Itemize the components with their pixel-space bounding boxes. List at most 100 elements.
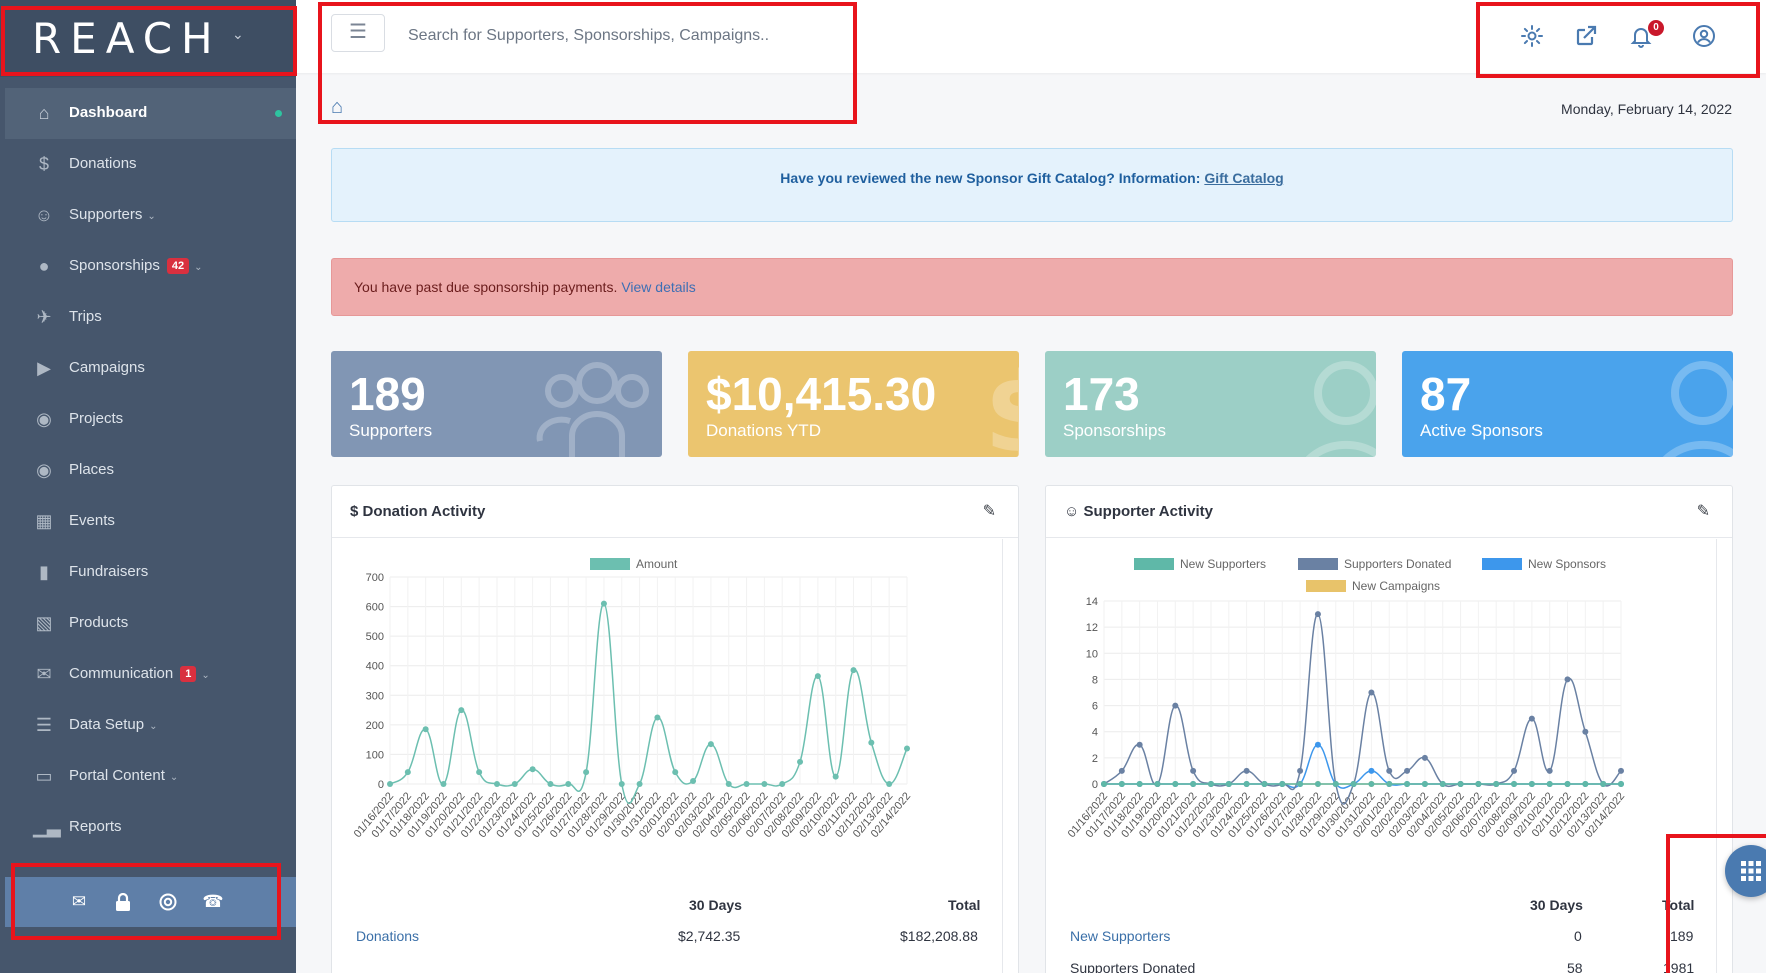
user-circle-icon[interactable]: [1690, 22, 1718, 50]
data-point: [1511, 767, 1518, 774]
dollar-icon: $: [984, 361, 1019, 457]
sidebar-item-communication[interactable]: ✉ Communication 1 ⌄: [5, 649, 296, 700]
bar-chart-icon: ▁▃: [33, 817, 61, 837]
data-point: [904, 745, 910, 752]
info-alert-text-wrap: Have you reviewed the new Sponsor Gift C…: [332, 170, 1732, 186]
sidebar-item-portal-content[interactable]: ▭ Portal Content ⌄: [5, 751, 296, 802]
stat-label: Supporters: [349, 421, 433, 440]
home-icon[interactable]: ⌂: [331, 96, 344, 118]
info-alert-text: Have you reviewed the new Sponsor Gift C…: [780, 170, 1201, 186]
data-point: [814, 673, 821, 680]
users-icon: ☺: [34, 205, 54, 225]
data-point: [1421, 754, 1428, 761]
danger-alert-text: You have past due sponsorship payments.: [354, 279, 618, 295]
data-point: [1404, 781, 1411, 787]
notification-badge: 0: [1648, 20, 1664, 36]
sidebar-item-dashboard[interactable]: ⌂ Dashboard: [5, 88, 296, 139]
legend-label: Amount: [636, 557, 678, 571]
data-point: [1172, 702, 1179, 709]
data-point: [636, 781, 643, 787]
database-icon: ☰: [35, 715, 53, 735]
y-tick-label: 14: [1086, 596, 1098, 608]
sidebar-item-label: Data Setup: [69, 716, 145, 733]
y-tick-label: 0: [1092, 779, 1098, 791]
pencil-icon[interactable]: ✎: [982, 503, 996, 520]
sidebar-item-label-wrap: Sponsorships 42 ⌄: [69, 257, 203, 274]
stat-card-donations-ytd[interactable]: $ $10,415.30 Donations YTD: [688, 351, 1019, 457]
data-point: [440, 781, 447, 787]
sidebar-item-donations[interactable]: $ Donations: [5, 139, 296, 190]
data-point: [1564, 781, 1571, 787]
sidebar-item-sponsorships[interactable]: ● Sponsorships 42 ⌄: [5, 241, 296, 292]
phone-icon[interactable]: ☎: [202, 892, 224, 911]
shopping-basket-icon: ▧: [35, 613, 53, 633]
sidebar-item-data-setup[interactable]: ☰ Data Setup ⌄: [5, 700, 296, 751]
search-input[interactable]: [408, 20, 838, 52]
data-point: [1332, 781, 1339, 787]
data-point: [1493, 781, 1500, 787]
sidebar-item-campaigns[interactable]: ▶ Campaigns: [5, 343, 296, 394]
stat-card-active-sponsors[interactable]: 87 Active Sponsors: [1402, 351, 1733, 457]
data-point: [1136, 781, 1143, 787]
data-point: [1350, 781, 1357, 787]
sidebar-item-label: Sponsorships: [69, 257, 160, 274]
external-link-icon[interactable]: [1572, 22, 1600, 50]
pencil-icon[interactable]: ✎: [1696, 503, 1710, 520]
sidebar-item-supporters[interactable]: ☺ Supporters ⌄: [5, 190, 296, 241]
menu-toggle-button[interactable]: ☰: [331, 14, 385, 52]
data-point: [1386, 767, 1393, 774]
supporter-activity-chart: New Supporters Supporters Donated New Spon…: [1066, 557, 1628, 840]
new-supporters-link[interactable]: New Supporters: [1070, 928, 1171, 944]
donations-link[interactable]: Donations: [356, 928, 420, 944]
data-point: [1279, 781, 1286, 787]
data-point: [779, 781, 786, 787]
grid-icon: [1741, 861, 1761, 881]
chevron-down-icon[interactable]: ⌄: [232, 26, 244, 42]
sidebar-item-places[interactable]: ◉ Places: [5, 445, 296, 496]
stat-card-supporters[interactable]: 189 Supporters: [331, 351, 662, 457]
logo-bar[interactable]: REACH ⌄: [0, 0, 296, 77]
globe-icon: ◉: [36, 409, 52, 429]
summary-value: 58: [1567, 960, 1583, 973]
sidebar-item-label: Portal Content: [69, 767, 165, 784]
sidebar-item-trips[interactable]: ✈ Trips: [5, 292, 296, 343]
sidebar-item-label: Reports: [69, 818, 122, 835]
bell-icon[interactable]: [1627, 22, 1655, 50]
stat-card-sponsorships[interactable]: 173 Sponsorships: [1045, 351, 1376, 457]
sidebar-item-products[interactable]: ▧ Products: [5, 598, 296, 649]
envelope-icon[interactable]: ✉: [71, 892, 87, 911]
y-tick-label: 100: [366, 749, 384, 761]
lock-icon[interactable]: [110, 889, 136, 915]
sidebar-item-fundraisers[interactable]: ▮ Fundraisers: [5, 547, 296, 598]
dollar-icon: $: [350, 503, 363, 520]
data-point: [1314, 741, 1321, 748]
apps-grid-button[interactable]: [1725, 845, 1766, 897]
danger-alert-text-wrap: You have past due sponsorship payments. V…: [354, 279, 696, 295]
sidebar-item-events[interactable]: ▦ Events: [5, 496, 296, 547]
legend-swatch: [1306, 580, 1346, 592]
gear-icon[interactable]: [1518, 22, 1546, 50]
series-line: [1104, 744, 1621, 789]
legend-label: New Supporters: [1180, 557, 1266, 571]
sidebar-item-projects[interactable]: ◉ Projects: [5, 394, 296, 445]
y-tick-label: 12: [1086, 622, 1098, 634]
sidebar-item-label: Places: [69, 461, 115, 478]
sidebar-item-label: Events: [69, 512, 115, 529]
data-point: [1136, 741, 1143, 748]
panel-title: Supporter Activity: [1083, 503, 1213, 520]
view-details-link[interactable]: View details: [621, 279, 696, 295]
sidebar-item-label-wrap: Portal Content ⌄: [69, 767, 178, 784]
data-point: [707, 741, 714, 748]
summary-header-total: Total: [1662, 897, 1695, 913]
data-point: [1546, 781, 1553, 787]
data-point: [1314, 611, 1321, 618]
data-point: [583, 769, 590, 776]
info-alert: Have you reviewed the new Sponsor Gift C…: [331, 148, 1733, 222]
sidebar-item-reports[interactable]: ▁▃ Reports: [5, 802, 296, 853]
data-point: [547, 781, 554, 787]
sidebar-item-label: Donations: [69, 155, 137, 172]
life-ring-icon[interactable]: [155, 889, 181, 915]
legend-swatch: [590, 558, 630, 570]
brand-logo[interactable]: REACH: [32, 14, 222, 63]
gift-catalog-link[interactable]: Gift Catalog: [1204, 170, 1284, 186]
